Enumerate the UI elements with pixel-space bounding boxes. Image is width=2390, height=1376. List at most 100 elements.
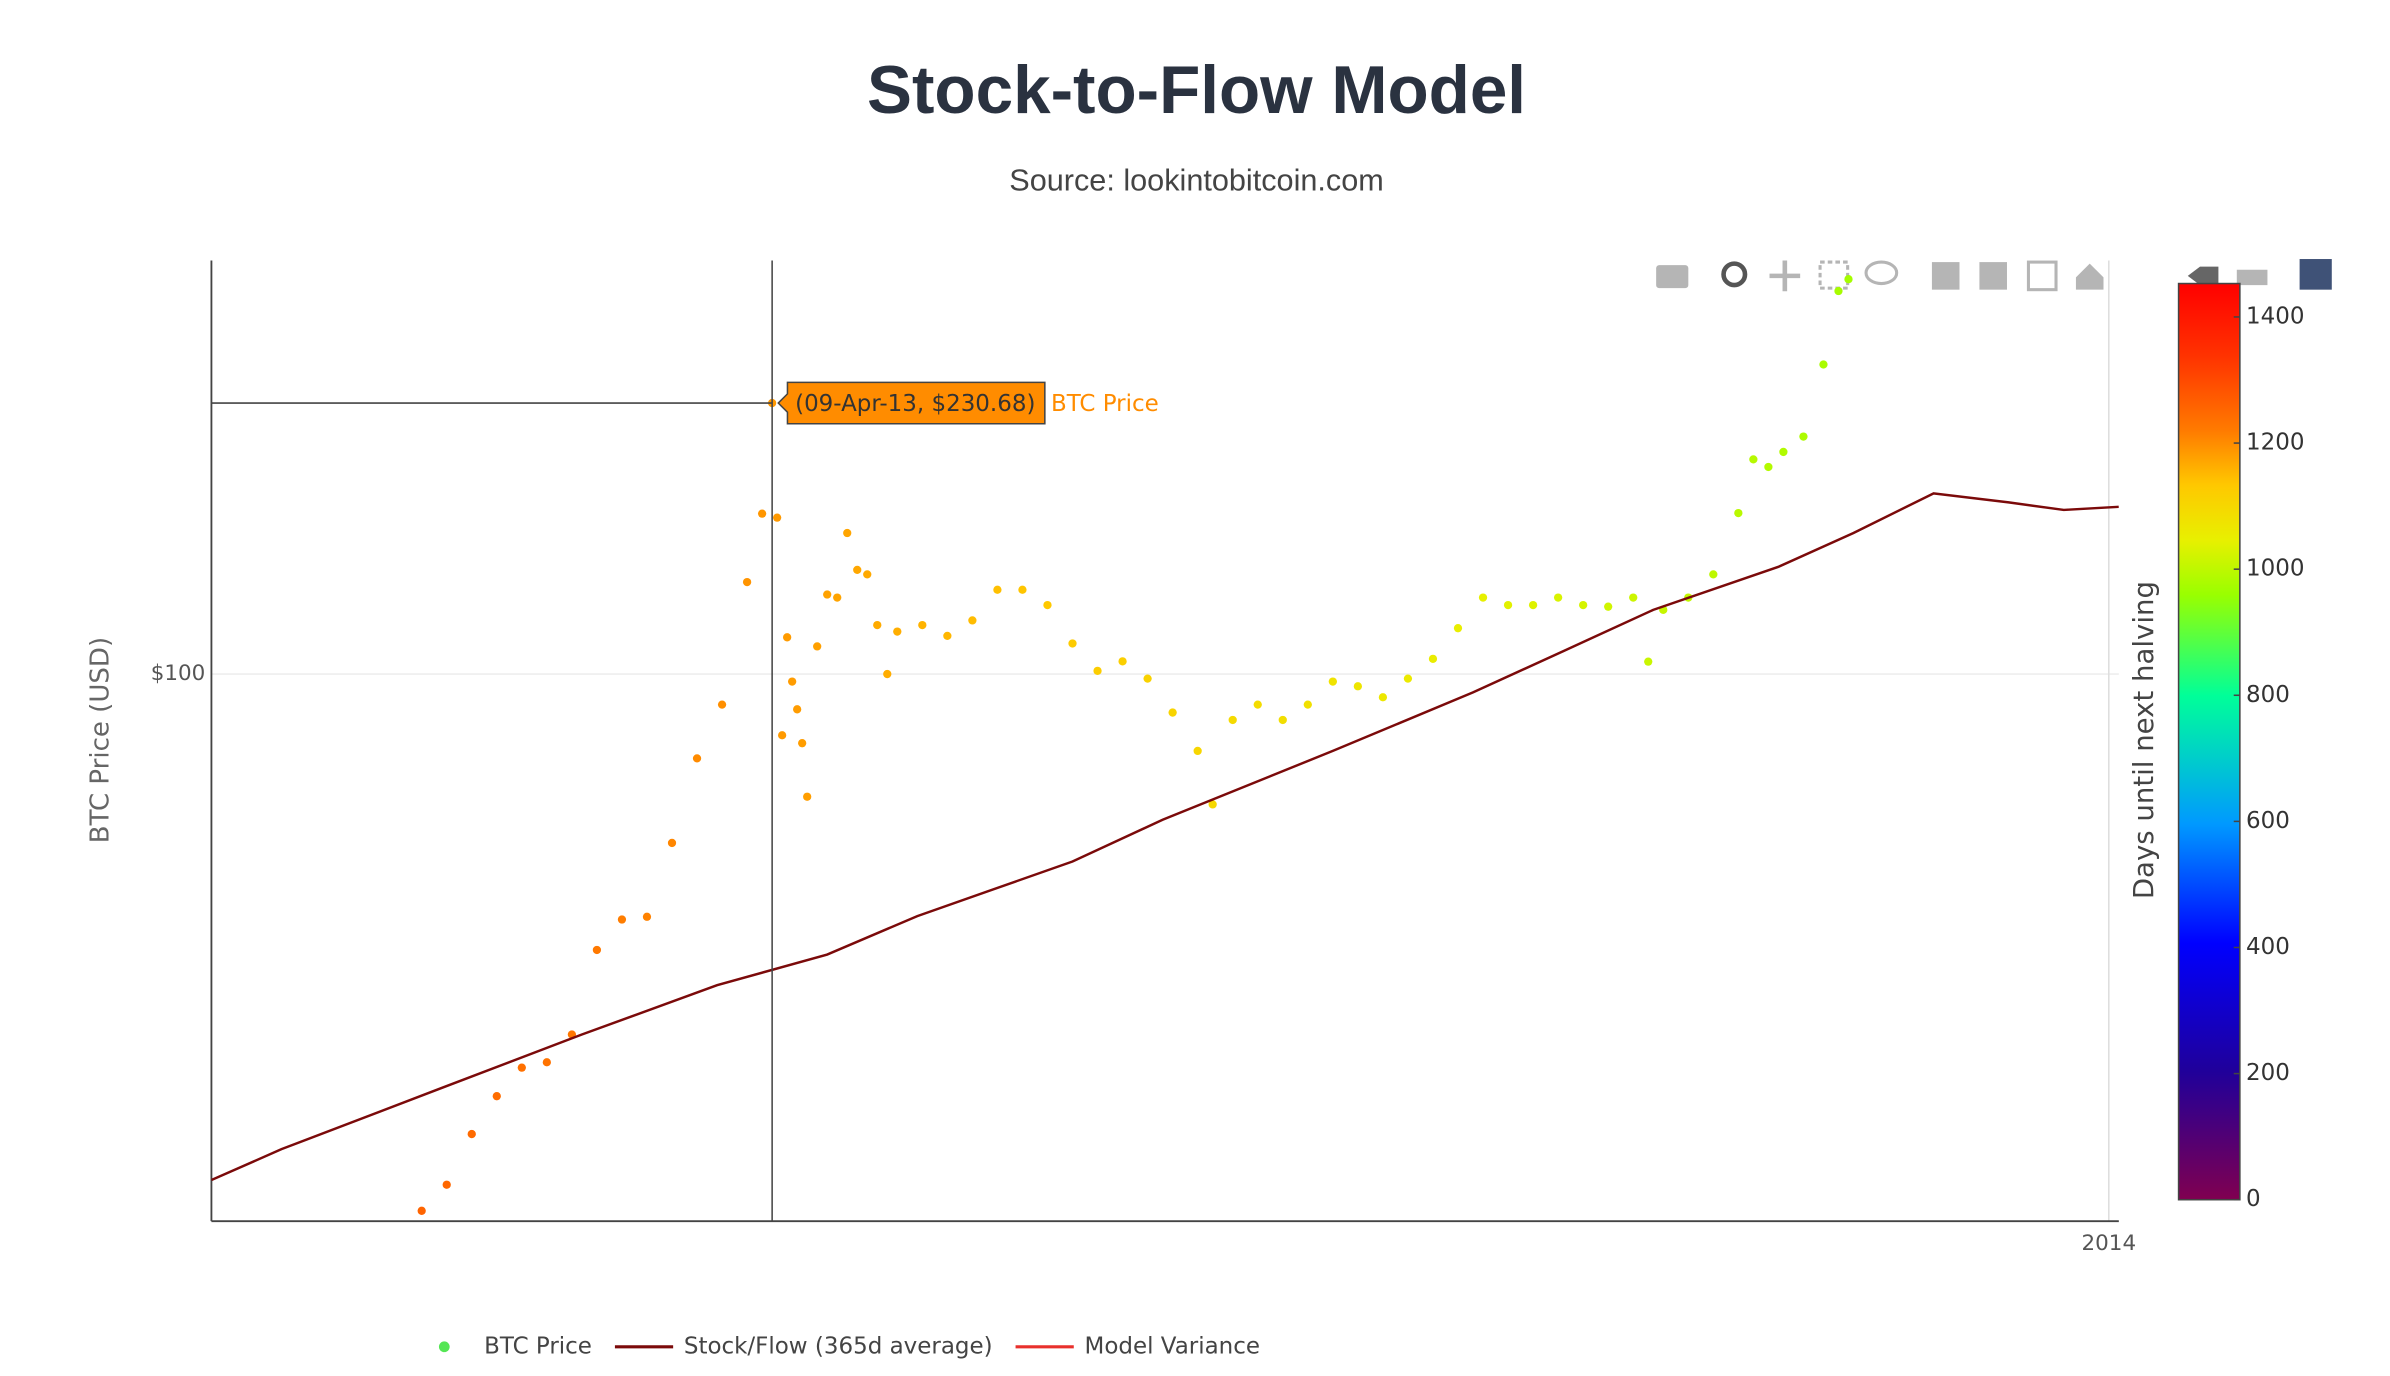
data-point (1453, 624, 1463, 633)
data-point (1068, 639, 1077, 648)
data-point (1503, 600, 1513, 610)
zoom-in-button[interactable] (1931, 262, 1960, 290)
colorbar-tick-label: 1000 (2246, 556, 2304, 582)
data-point (1208, 800, 1217, 809)
data-point (1779, 447, 1788, 457)
y-axis-title: BTC Price (USD) (86, 637, 116, 843)
data-point (1018, 585, 1027, 594)
data-point (788, 677, 797, 686)
data-point (467, 1129, 476, 1139)
colorbar-tick-label: 800 (2246, 682, 2290, 708)
colorbar-title: Days until next halving (2127, 581, 2160, 899)
data-point (803, 792, 812, 801)
colorbar-tick-label: 1400 (2246, 303, 2304, 329)
data-point (863, 570, 872, 579)
plot-area (211, 275, 2119, 1215)
legend-label: Model Variance (1085, 1333, 1260, 1359)
box-select-button[interactable] (1818, 260, 1850, 290)
spike-button[interactable] (2187, 266, 2219, 286)
pan-button[interactable] (1769, 260, 1801, 292)
colorbar-tick-label: 1200 (2246, 430, 2304, 456)
colorbar-tick-label: 400 (2246, 934, 2290, 960)
legend-label: Stock/Flow (365d average) (684, 1333, 993, 1359)
data-point (883, 669, 892, 679)
lasso-button[interactable] (1864, 260, 1899, 286)
data-point (1378, 693, 1388, 702)
zoom-out-button[interactable] (1979, 262, 2007, 290)
data-point (442, 1180, 451, 1189)
hover-series-name: BTC Price (1051, 391, 1159, 417)
data-point (1278, 715, 1287, 725)
data-point (692, 754, 702, 763)
data-point (798, 739, 807, 748)
data-point (1168, 708, 1177, 717)
data-point (1644, 657, 1653, 666)
data-point (592, 945, 602, 955)
data-point (1819, 360, 1828, 369)
data-point (1604, 602, 1613, 611)
hover-box (777, 381, 1046, 425)
data-point (417, 1206, 426, 1215)
data-point (542, 1058, 551, 1067)
data-point (1629, 593, 1638, 602)
data-point (717, 700, 727, 709)
hover-button[interactable] (2236, 269, 2268, 286)
autoscale-button[interactable] (2026, 260, 2058, 292)
data-point (1844, 275, 1853, 284)
data-point (993, 585, 1002, 594)
data-point (918, 620, 927, 630)
data-point (1403, 674, 1413, 683)
colorbar-tick-label: 0 (2246, 1186, 2261, 1212)
data-point (1043, 600, 1052, 610)
legend-marker (438, 1341, 450, 1353)
data-point (667, 838, 677, 848)
data-point (1253, 700, 1262, 709)
data-point (968, 616, 977, 625)
data-point (1118, 657, 1127, 666)
data-point (1228, 715, 1237, 725)
reset-button[interactable] (2075, 263, 2104, 290)
chart-title: Stock-to-Flow Model (867, 53, 1526, 128)
data-point (1328, 677, 1337, 686)
camera-button[interactable] (1656, 265, 1689, 289)
y-tick-label: $100 (151, 661, 206, 686)
data-point (823, 590, 832, 599)
data-point (873, 620, 882, 630)
data-point (893, 627, 902, 636)
data-point (813, 642, 822, 651)
data-point (783, 633, 792, 642)
data-point (1478, 593, 1488, 602)
data-point (742, 577, 752, 587)
modebar[interactable] (1656, 259, 2332, 292)
data-point (517, 1063, 526, 1072)
data-point (1734, 508, 1743, 518)
data-point (793, 705, 802, 714)
data-point (1093, 666, 1102, 675)
data-point (943, 631, 952, 641)
chart-subtitle: Source: lookintobitcoin.com (1009, 164, 1384, 198)
data-point (1579, 600, 1588, 610)
data-point (772, 513, 782, 522)
plotly-logo[interactable] (2299, 259, 2332, 290)
data-point (778, 731, 787, 740)
data-point (1553, 593, 1563, 602)
data-point (1353, 682, 1363, 691)
data-point (1428, 654, 1438, 663)
data-point (1528, 600, 1538, 610)
data-point (757, 509, 767, 518)
data-point (1764, 462, 1773, 472)
data-point (1143, 674, 1152, 683)
colorbar (2177, 282, 2241, 1201)
zoom-button[interactable] (1721, 261, 1748, 288)
data-point (1303, 700, 1312, 709)
hover-text: (09-Apr-13, $230.68) (795, 391, 1035, 417)
data-point (617, 915, 627, 924)
series-line (211, 492, 2119, 1182)
data-point (1834, 286, 1843, 296)
data-point (843, 528, 852, 538)
data-point (1799, 432, 1808, 441)
data-point (1749, 455, 1758, 464)
data-point (642, 912, 652, 921)
